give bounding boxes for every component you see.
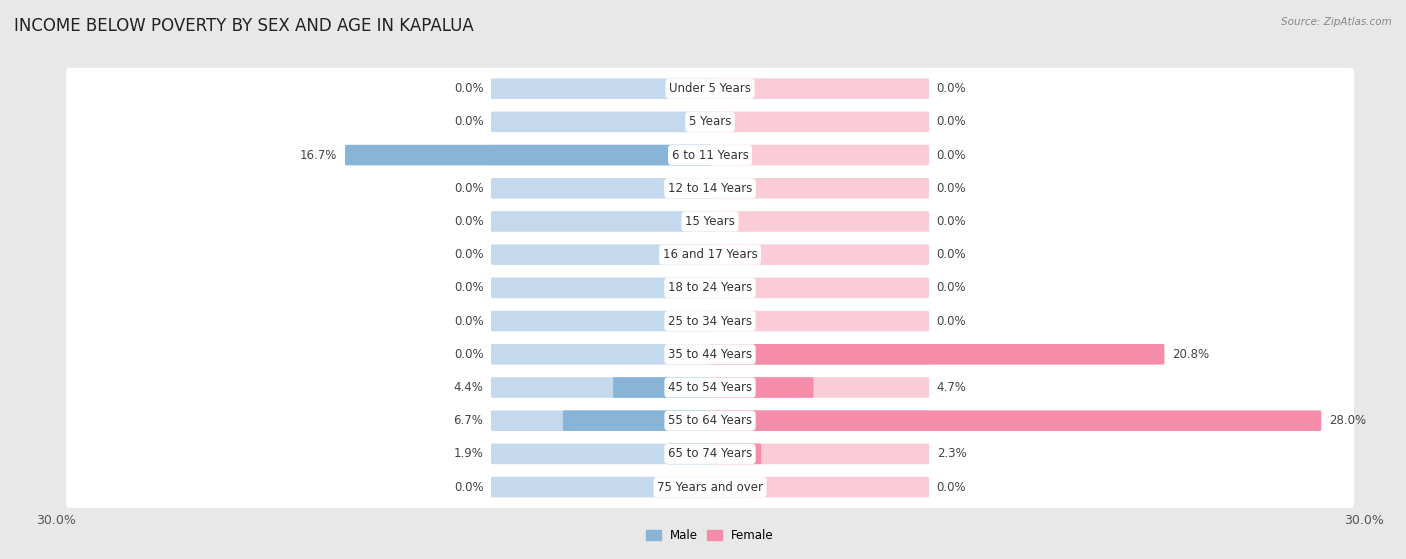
Text: 0.0%: 0.0%: [936, 215, 966, 228]
FancyBboxPatch shape: [491, 211, 711, 232]
Text: 45 to 54 Years: 45 to 54 Years: [668, 381, 752, 394]
Text: 0.0%: 0.0%: [454, 82, 484, 95]
Text: 0.0%: 0.0%: [936, 248, 966, 261]
FancyBboxPatch shape: [491, 112, 711, 132]
Text: 0.0%: 0.0%: [454, 348, 484, 361]
Text: 0.0%: 0.0%: [936, 481, 966, 494]
FancyBboxPatch shape: [709, 278, 929, 298]
Text: 0.0%: 0.0%: [454, 481, 484, 494]
FancyBboxPatch shape: [709, 211, 929, 232]
Text: 65 to 74 Years: 65 to 74 Years: [668, 447, 752, 461]
FancyBboxPatch shape: [66, 68, 1354, 110]
Text: 20.8%: 20.8%: [1173, 348, 1209, 361]
Text: 0.0%: 0.0%: [936, 182, 966, 195]
FancyBboxPatch shape: [709, 444, 761, 464]
FancyBboxPatch shape: [66, 234, 1354, 276]
FancyBboxPatch shape: [66, 367, 1354, 409]
Text: 18 to 24 Years: 18 to 24 Years: [668, 281, 752, 295]
FancyBboxPatch shape: [491, 78, 711, 99]
FancyBboxPatch shape: [344, 145, 711, 165]
FancyBboxPatch shape: [491, 410, 711, 431]
Text: 0.0%: 0.0%: [454, 315, 484, 328]
Text: 35 to 44 Years: 35 to 44 Years: [668, 348, 752, 361]
FancyBboxPatch shape: [562, 410, 711, 431]
Text: 5 Years: 5 Years: [689, 115, 731, 129]
Text: 16.7%: 16.7%: [299, 149, 337, 162]
FancyBboxPatch shape: [66, 300, 1354, 342]
FancyBboxPatch shape: [709, 344, 929, 364]
FancyBboxPatch shape: [709, 410, 929, 431]
Text: 0.0%: 0.0%: [936, 149, 966, 162]
FancyBboxPatch shape: [491, 178, 711, 198]
Text: 4.7%: 4.7%: [936, 381, 966, 394]
FancyBboxPatch shape: [491, 145, 711, 165]
FancyBboxPatch shape: [491, 477, 711, 498]
Text: 0.0%: 0.0%: [454, 248, 484, 261]
Text: 2.3%: 2.3%: [936, 447, 966, 461]
FancyBboxPatch shape: [709, 78, 929, 99]
Text: 0.0%: 0.0%: [454, 115, 484, 129]
Text: 25 to 34 Years: 25 to 34 Years: [668, 315, 752, 328]
Text: 0.0%: 0.0%: [936, 281, 966, 295]
FancyBboxPatch shape: [66, 134, 1354, 176]
FancyBboxPatch shape: [668, 444, 711, 464]
Text: 15 Years: 15 Years: [685, 215, 735, 228]
FancyBboxPatch shape: [709, 410, 1322, 431]
FancyBboxPatch shape: [491, 444, 711, 464]
Text: 28.0%: 28.0%: [1329, 414, 1367, 427]
FancyBboxPatch shape: [491, 377, 711, 398]
FancyBboxPatch shape: [66, 201, 1354, 243]
Text: Under 5 Years: Under 5 Years: [669, 82, 751, 95]
Legend: Male, Female: Male, Female: [641, 524, 779, 547]
FancyBboxPatch shape: [66, 267, 1354, 309]
FancyBboxPatch shape: [491, 278, 711, 298]
Text: 55 to 64 Years: 55 to 64 Years: [668, 414, 752, 427]
Text: Source: ZipAtlas.com: Source: ZipAtlas.com: [1281, 17, 1392, 27]
FancyBboxPatch shape: [709, 112, 929, 132]
FancyBboxPatch shape: [709, 377, 929, 398]
FancyBboxPatch shape: [491, 244, 711, 265]
Text: 0.0%: 0.0%: [936, 315, 966, 328]
Text: 0.0%: 0.0%: [454, 281, 484, 295]
FancyBboxPatch shape: [491, 311, 711, 331]
FancyBboxPatch shape: [66, 167, 1354, 209]
FancyBboxPatch shape: [709, 477, 929, 498]
FancyBboxPatch shape: [66, 333, 1354, 375]
Text: 0.0%: 0.0%: [936, 115, 966, 129]
FancyBboxPatch shape: [613, 377, 711, 398]
Text: 6.7%: 6.7%: [454, 414, 484, 427]
FancyBboxPatch shape: [709, 311, 929, 331]
FancyBboxPatch shape: [66, 400, 1354, 442]
FancyBboxPatch shape: [709, 444, 929, 464]
FancyBboxPatch shape: [709, 145, 929, 165]
Text: INCOME BELOW POVERTY BY SEX AND AGE IN KAPALUA: INCOME BELOW POVERTY BY SEX AND AGE IN K…: [14, 17, 474, 35]
FancyBboxPatch shape: [709, 178, 929, 198]
Text: 0.0%: 0.0%: [936, 82, 966, 95]
FancyBboxPatch shape: [709, 377, 814, 398]
FancyBboxPatch shape: [709, 344, 1164, 364]
FancyBboxPatch shape: [709, 244, 929, 265]
Text: 4.4%: 4.4%: [454, 381, 484, 394]
Text: 6 to 11 Years: 6 to 11 Years: [672, 149, 748, 162]
Text: 75 Years and over: 75 Years and over: [657, 481, 763, 494]
FancyBboxPatch shape: [491, 344, 711, 364]
Text: 16 and 17 Years: 16 and 17 Years: [662, 248, 758, 261]
FancyBboxPatch shape: [66, 433, 1354, 475]
Text: 0.0%: 0.0%: [454, 182, 484, 195]
FancyBboxPatch shape: [66, 466, 1354, 508]
Text: 0.0%: 0.0%: [454, 215, 484, 228]
Text: 1.9%: 1.9%: [454, 447, 484, 461]
Text: 12 to 14 Years: 12 to 14 Years: [668, 182, 752, 195]
FancyBboxPatch shape: [66, 101, 1354, 143]
